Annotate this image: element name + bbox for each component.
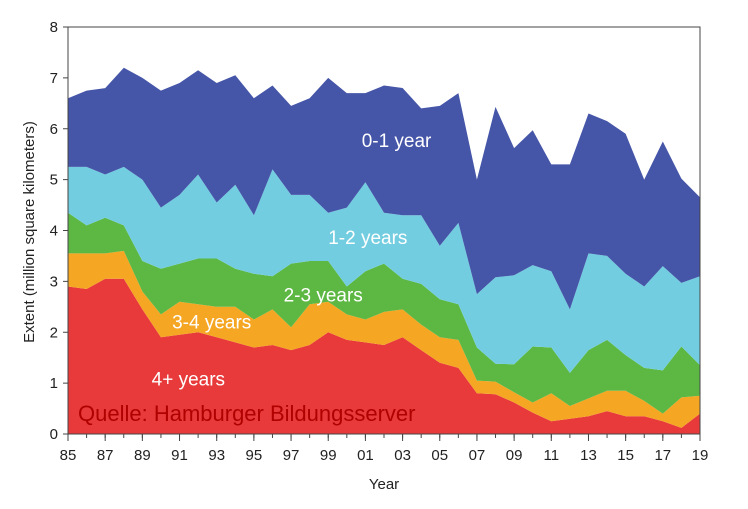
x-tick-label: 19: [692, 447, 709, 464]
area-1-2-years: [68, 166, 700, 373]
y-tick-label: 5: [50, 172, 58, 189]
series-label-4-plus-years: 4+ years: [152, 370, 225, 391]
y-tick-label: 3: [50, 273, 58, 290]
x-tick-label: 05: [431, 447, 448, 464]
x-tick-label: 87: [97, 447, 114, 464]
stacked-areas: [68, 67, 700, 434]
y-tick-label: 2: [50, 324, 58, 341]
series-labels: 4+ years 3-4 years 2-3 years 1-2 years 0-1 y…: [152, 131, 432, 390]
series-label-1-2-years: 1-2 years: [328, 228, 407, 249]
y-tick-label: 0: [50, 426, 58, 443]
x-tick-label: 93: [208, 447, 225, 464]
x-tick-label: 15: [617, 447, 634, 464]
x-tick-label: 95: [246, 447, 263, 464]
x-tick-label: 99: [320, 447, 337, 464]
y-tick-label: 4: [50, 223, 58, 240]
area-2-3-years: [68, 212, 700, 414]
area-4-plus-years: [68, 278, 700, 434]
series-label-2-3-years: 2-3 years: [284, 285, 363, 306]
y-tick-label: 8: [50, 19, 58, 36]
y-axis-label: Extent (million square kilometers): [21, 121, 38, 343]
y-tick-label: 6: [50, 121, 58, 138]
x-tick-label: 89: [134, 447, 151, 464]
y-tick-label: 7: [50, 70, 58, 87]
x-tick-label: 03: [394, 447, 411, 464]
x-tick-label: 07: [469, 447, 486, 464]
x-axis-ticks: 85 87 89 91 93 95 97 99 01 03 05 07 09 11 13 15 17 19: [60, 434, 709, 464]
x-axis-label: Year: [369, 476, 399, 493]
x-tick-label: 01: [357, 447, 374, 464]
x-tick-label: 09: [506, 447, 523, 464]
x-tick-label: 85: [60, 447, 77, 464]
x-tick-label: 13: [580, 447, 597, 464]
x-tick-label: 17: [654, 447, 671, 464]
area-0-1-year: [68, 67, 700, 310]
x-tick-label: 11: [544, 447, 560, 464]
source-note: Quelle: Hamburger Bildungsserver: [78, 401, 416, 426]
area-3-4-years: [68, 250, 700, 428]
series-label-3-4-years: 3-4 years: [172, 312, 251, 333]
y-axis-ticks: 0 1 2 3 4 5 6 7 8: [50, 19, 68, 443]
y-tick-label: 1: [50, 375, 58, 392]
x-tick-label: 97: [283, 447, 300, 464]
x-tick-label: 91: [171, 447, 188, 464]
series-label-0-1-year: 0-1 year: [362, 131, 432, 152]
